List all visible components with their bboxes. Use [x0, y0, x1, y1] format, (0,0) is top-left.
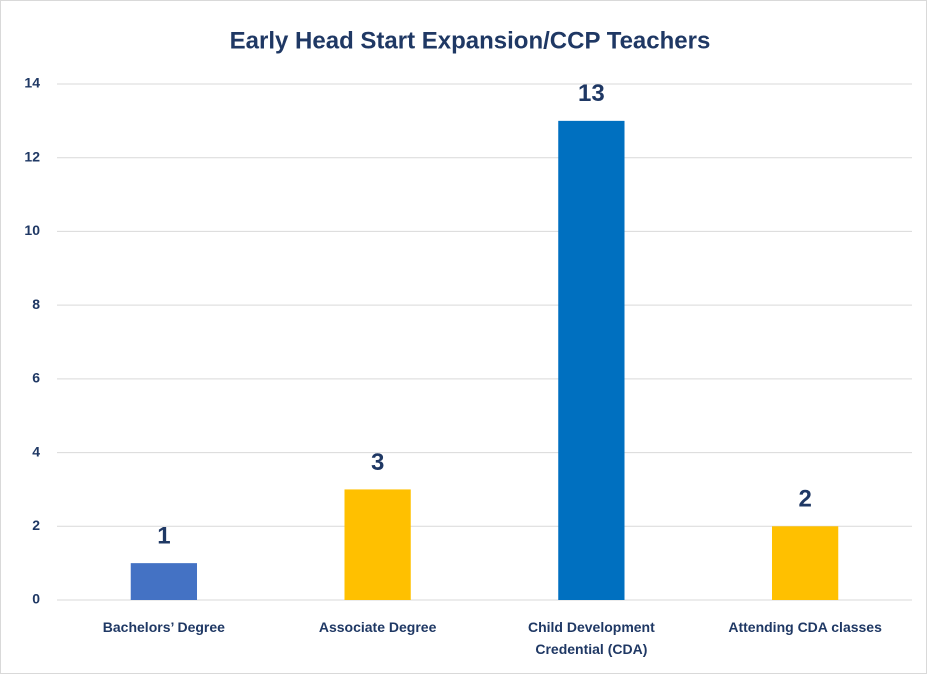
y-tick-label: 2 — [32, 517, 40, 533]
y-tick-label: 10 — [24, 222, 40, 238]
y-tick-label: 4 — [32, 443, 40, 459]
bar — [344, 489, 411, 600]
x-tick-label: Child Development Credential (CDA) — [527, 619, 655, 657]
bar — [771, 526, 839, 600]
bar — [558, 120, 625, 600]
y-tick-label: 6 — [32, 370, 40, 386]
x-tick-label: Associate Degree — [318, 619, 437, 635]
chart-title: Early Head Start Expansion/CCP Teachers — [230, 27, 711, 54]
x-tick-label: Attending CDA classes — [728, 619, 882, 635]
y-tick-label: 0 — [32, 591, 40, 607]
y-tick-label: 8 — [32, 296, 40, 312]
data-label: 1 — [157, 522, 170, 549]
y-tick-label: 12 — [24, 148, 40, 164]
data-label: 3 — [371, 449, 384, 476]
y-tick-label: 14 — [24, 75, 40, 91]
x-tick-label: Bachelors’ Degree — [102, 619, 225, 635]
bar — [130, 563, 198, 600]
data-label: 2 — [798, 486, 811, 513]
data-label: 13 — [578, 80, 605, 107]
